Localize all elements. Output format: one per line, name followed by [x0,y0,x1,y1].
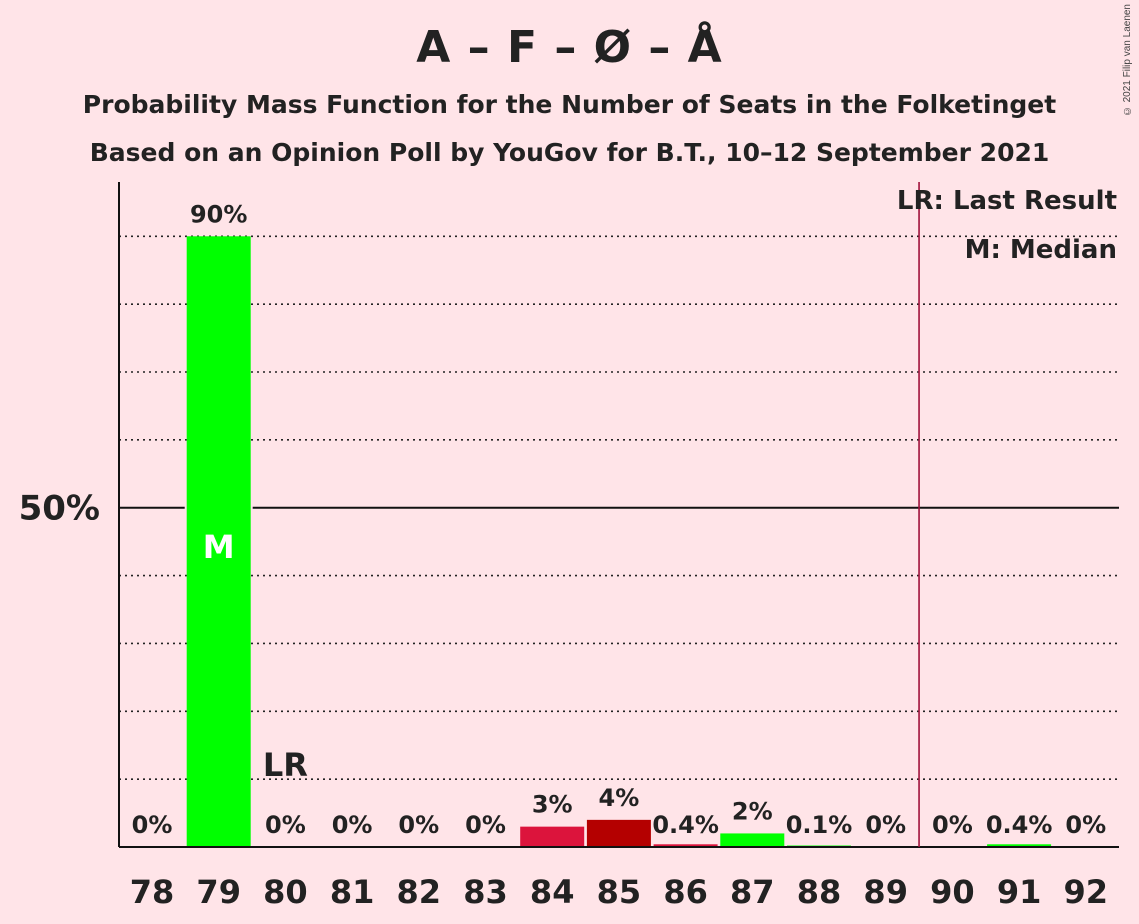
legend-last-result: LR: Last Result [897,186,1117,216]
x-tick-label: 84 [530,873,575,911]
x-tick-label: 92 [1064,873,1109,911]
last-result-marker: LR [263,746,308,784]
y-tick-label: 50% [19,489,100,529]
data-label: 0% [398,811,439,839]
data-label: 0% [265,811,306,839]
x-tick-label: 90 [930,873,975,911]
data-label: 4% [599,784,640,812]
legend-median: M: Median [965,235,1117,265]
chart-subtitle-2: Based on an Opinion Poll by YouGov for B… [89,138,1050,167]
data-label: 0% [132,811,173,839]
data-label: 3% [532,791,573,819]
bar [520,826,585,847]
x-tick-label: 85 [597,873,642,911]
chart-title: A – F – Ø – Å [416,22,723,73]
chart-subtitle-1: Probability Mass Function for the Number… [82,90,1057,119]
bar [653,844,718,847]
x-tick-label: 86 [663,873,708,911]
data-label: 0.1% [786,811,853,839]
x-tick-label: 88 [797,873,842,911]
data-label: 0% [1065,811,1106,839]
x-tick-label: 79 [196,873,241,911]
x-tick-label: 89 [863,873,908,911]
data-label: 0% [865,811,906,839]
x-tick-label: 82 [397,873,442,911]
x-tick-label: 81 [330,873,375,911]
median-marker: M [203,528,235,566]
x-tick-label: 87 [730,873,775,911]
bar [720,833,785,847]
data-label: 0.4% [986,811,1053,839]
x-tick-label: 91 [997,873,1042,911]
x-tick-label: 80 [263,873,308,911]
bar [186,236,251,848]
x-tick-label: 78 [130,873,175,911]
bar [586,819,651,847]
data-label: 0% [932,811,973,839]
data-label: 0% [332,811,373,839]
data-label: 0.4% [652,811,719,839]
bar [987,844,1052,847]
data-label: 90% [190,200,247,228]
data-label: 2% [732,797,773,825]
x-tick-label: 83 [463,873,508,911]
data-label: 0% [465,811,506,839]
